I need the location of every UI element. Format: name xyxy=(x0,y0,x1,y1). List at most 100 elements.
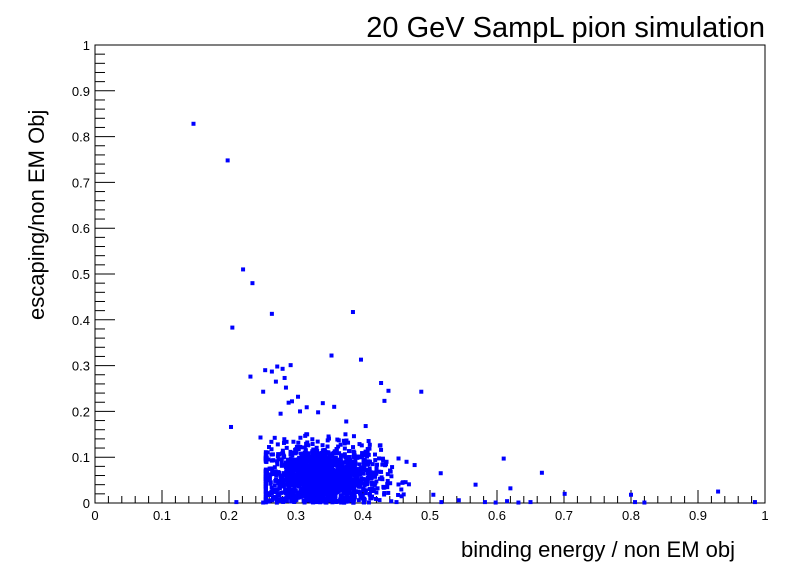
data-point xyxy=(261,500,266,505)
data-point xyxy=(642,500,647,505)
data-point xyxy=(508,486,513,491)
data-point xyxy=(326,495,331,500)
data-point xyxy=(366,473,371,478)
data-point xyxy=(269,452,274,457)
data-point xyxy=(301,487,306,492)
data-point xyxy=(277,493,282,498)
data-point xyxy=(284,439,289,444)
y-tick-label: 0.8 xyxy=(72,130,90,145)
data-point xyxy=(297,472,302,477)
data-point xyxy=(299,452,304,457)
data-point xyxy=(298,491,303,496)
data-point xyxy=(258,435,263,440)
data-point xyxy=(370,462,375,467)
data-point xyxy=(633,500,638,505)
data-point xyxy=(389,474,394,479)
data-point xyxy=(380,462,385,467)
data-point xyxy=(365,454,370,459)
data-point xyxy=(366,476,371,481)
data-point xyxy=(279,463,284,468)
data-point xyxy=(326,436,331,441)
data-point xyxy=(299,494,304,499)
data-point xyxy=(299,445,304,450)
y-tick-label: 0 xyxy=(83,496,90,511)
data-point xyxy=(629,492,633,497)
data-point xyxy=(275,442,280,447)
data-point xyxy=(374,490,379,495)
data-point xyxy=(288,456,293,461)
data-point xyxy=(371,487,376,492)
data-point xyxy=(342,480,347,485)
data-point xyxy=(314,470,319,475)
data-point xyxy=(362,465,367,470)
data-point xyxy=(284,464,289,469)
data-point xyxy=(328,463,333,468)
data-point xyxy=(275,454,280,459)
x-axis-label: binding energy / non EM obj xyxy=(461,537,735,562)
data-point xyxy=(298,488,303,493)
data-point xyxy=(279,498,284,503)
data-point xyxy=(367,446,372,451)
data-point xyxy=(324,473,329,478)
data-point xyxy=(333,480,338,485)
data-point xyxy=(272,487,277,492)
data-point xyxy=(275,462,280,467)
data-point xyxy=(275,364,280,369)
data-point xyxy=(316,464,321,469)
data-point xyxy=(279,458,284,463)
data-point xyxy=(281,440,286,445)
x-tick-label: 1 xyxy=(761,508,768,523)
data-point xyxy=(319,451,324,456)
data-point xyxy=(373,470,378,475)
data-point xyxy=(406,482,411,487)
data-point xyxy=(438,471,443,476)
data-point xyxy=(358,490,363,495)
data-point xyxy=(473,482,478,487)
data-point xyxy=(277,483,282,488)
x-tick-label: 0.3 xyxy=(287,508,305,523)
data-point xyxy=(493,500,498,505)
y-tick-label: 0.3 xyxy=(72,359,90,374)
data-point xyxy=(272,483,277,488)
data-point xyxy=(358,495,363,500)
data-point xyxy=(285,495,290,500)
data-point xyxy=(340,483,345,488)
data-point xyxy=(317,453,322,458)
data-point xyxy=(340,475,345,480)
data-point xyxy=(400,480,405,485)
y-tick-label: 0.5 xyxy=(72,267,90,282)
data-point xyxy=(320,476,325,481)
data-point xyxy=(313,490,318,495)
x-tick-label: 0.8 xyxy=(622,508,640,523)
data-point xyxy=(343,498,348,503)
data-point xyxy=(377,469,382,474)
data-point xyxy=(306,451,311,456)
data-point xyxy=(282,497,287,502)
data-point xyxy=(351,500,356,505)
data-point xyxy=(288,449,293,454)
data-point xyxy=(351,449,356,454)
data-point xyxy=(293,451,298,456)
data-point xyxy=(344,480,349,485)
data-point xyxy=(278,411,283,416)
data-point xyxy=(334,500,339,505)
data-point xyxy=(314,458,319,463)
data-point xyxy=(342,446,347,451)
data-point xyxy=(268,472,273,477)
data-point xyxy=(326,434,331,439)
data-point xyxy=(377,498,382,503)
data-point xyxy=(310,453,315,458)
data-point xyxy=(363,424,368,429)
data-point xyxy=(439,500,444,505)
data-point xyxy=(310,458,315,463)
data-point xyxy=(335,458,340,463)
data-point xyxy=(306,474,311,479)
data-point xyxy=(348,476,353,481)
data-point xyxy=(336,444,341,449)
data-point xyxy=(380,477,385,482)
data-point xyxy=(308,477,313,482)
data-point xyxy=(340,453,345,458)
data-point xyxy=(360,493,365,498)
data-point xyxy=(348,462,353,467)
data-point xyxy=(351,466,356,471)
